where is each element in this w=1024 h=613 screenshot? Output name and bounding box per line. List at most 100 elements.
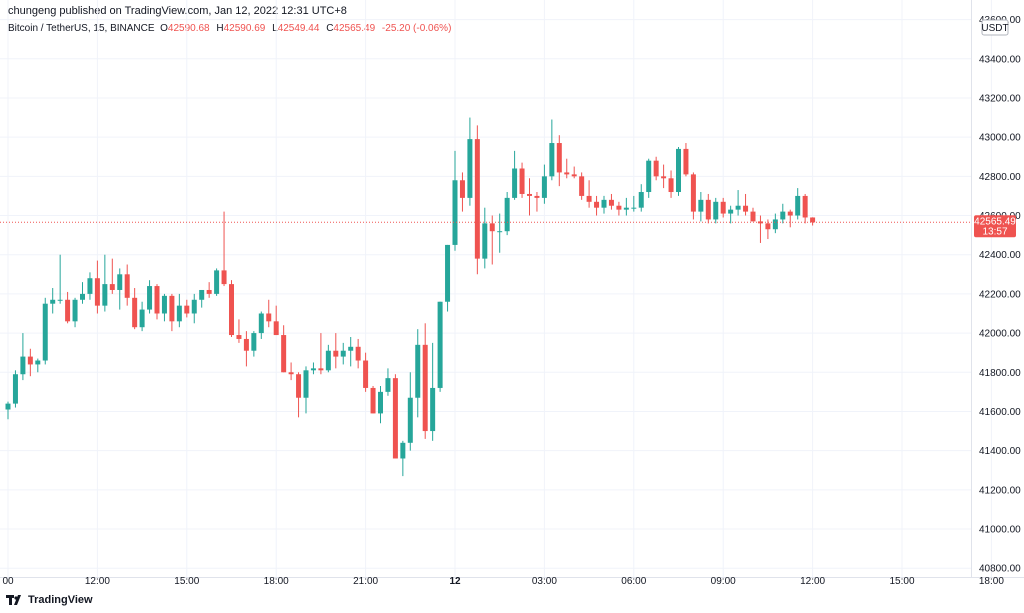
ohlc-legend: Bitcoin / TetherUS, 15, BINANCE O42590.6… <box>8 23 455 34</box>
candle-body <box>5 403 11 410</box>
candle-body <box>333 350 339 357</box>
x-tick-label: 09:00 <box>711 576 736 587</box>
candle-body <box>355 346 361 361</box>
y-tick-label: 42200.00 <box>979 289 1021 300</box>
candle-body <box>519 168 525 194</box>
y-tick-label: 42800.00 <box>979 172 1021 183</box>
candle-body <box>631 207 637 209</box>
candle <box>765 219 771 240</box>
candle-body <box>728 209 734 214</box>
candle <box>653 156 659 181</box>
candle-body <box>616 205 622 210</box>
close-value: 42565.49 <box>333 23 376 34</box>
candle-body <box>50 299 56 304</box>
candle-body <box>117 274 123 290</box>
candle <box>132 288 138 330</box>
candle <box>512 150 518 200</box>
candle <box>497 213 503 253</box>
candle-body <box>169 295 175 322</box>
candle <box>199 289 205 308</box>
candle-body <box>139 309 145 328</box>
candle <box>35 358 41 373</box>
candle-body <box>653 160 659 177</box>
candle-body <box>467 139 473 198</box>
candle-body <box>296 374 302 398</box>
candle <box>623 197 629 216</box>
candle-body <box>400 442 406 459</box>
candle-body <box>184 305 190 314</box>
candle <box>72 297 78 328</box>
candle-body <box>65 299 71 322</box>
candle-body <box>363 360 369 388</box>
candle-body <box>787 211 793 216</box>
last-price-badge: 42565.49 13:57 <box>974 215 1016 238</box>
candle-body <box>20 356 26 375</box>
candle-body <box>795 195 801 216</box>
candle-body <box>370 387 376 414</box>
candle <box>757 215 763 243</box>
candle <box>616 201 622 216</box>
candle-body <box>199 289 205 300</box>
candle <box>57 254 63 304</box>
footer-brand[interactable]: TradingView <box>6 594 93 606</box>
candle <box>12 370 18 408</box>
candle-body <box>266 313 272 322</box>
candle-body <box>176 305 182 322</box>
candle-body <box>735 205 741 210</box>
candle <box>266 299 272 328</box>
candle-body <box>392 378 398 459</box>
candle-body <box>549 143 555 177</box>
candle <box>705 193 711 224</box>
candle <box>310 362 316 375</box>
candle <box>392 374 398 459</box>
candle <box>191 293 197 324</box>
candle <box>772 213 778 234</box>
candle <box>288 362 294 381</box>
candle <box>474 125 480 275</box>
candle <box>795 188 801 220</box>
y-tick-label: 41800.00 <box>979 368 1021 379</box>
candle <box>370 385 376 414</box>
candle <box>422 323 428 439</box>
candle-body <box>765 223 771 230</box>
candle <box>139 301 145 332</box>
candle <box>400 440 406 477</box>
candle <box>549 119 555 181</box>
candle-body <box>124 274 130 298</box>
candle-body <box>459 180 465 198</box>
y-tick-label: 43000.00 <box>979 133 1021 144</box>
candle-body <box>690 174 696 212</box>
candle-body <box>273 321 279 336</box>
candle-body <box>206 289 212 294</box>
candle-body <box>191 299 197 314</box>
candle <box>214 268 220 296</box>
candle-body <box>318 368 324 371</box>
x-tick-label: 12:00 <box>800 576 825 587</box>
candle <box>638 184 644 212</box>
candle-body <box>608 199 614 206</box>
candle-body <box>497 231 503 233</box>
candle <box>124 264 130 306</box>
candle-body <box>750 211 756 222</box>
low-label: L <box>272 23 278 34</box>
candle-body <box>594 201 600 208</box>
price-axis[interactable]: 43600.0043400.0043200.0043000.0042800.00… <box>979 15 1021 575</box>
candle <box>87 272 93 300</box>
candle <box>631 195 637 212</box>
candle-body <box>236 335 242 339</box>
time-axis[interactable]: 00 12:00 15:00 18:00 21:00 12 03:00 06:00 09:00 1… <box>2 576 1004 587</box>
candle <box>355 338 361 369</box>
candle-body <box>430 387 436 432</box>
candle-body <box>161 295 167 314</box>
candle <box>437 301 443 392</box>
candle <box>258 311 264 339</box>
candle-body <box>422 344 428 432</box>
y-tick-label: 41000.00 <box>979 525 1021 536</box>
candle <box>176 293 182 328</box>
currency-badge[interactable]: USDT <box>981 19 1009 36</box>
candle <box>385 368 391 396</box>
y-tick-label: 42400.00 <box>979 250 1021 261</box>
y-tick-label: 42000.00 <box>979 329 1021 340</box>
candle <box>541 164 547 204</box>
